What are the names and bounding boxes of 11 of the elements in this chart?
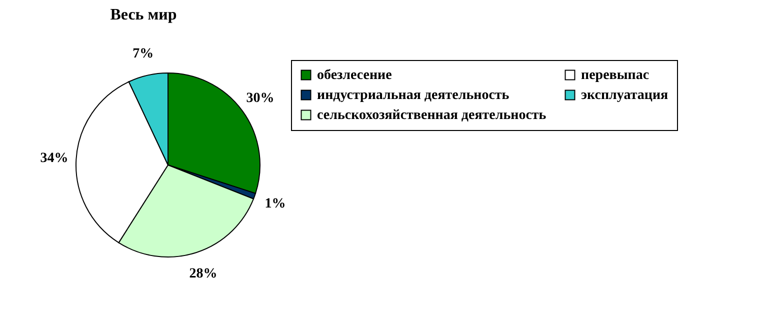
- legend-label: сельскохозяйственная деятельность: [317, 108, 547, 123]
- data-label: 7%: [132, 46, 154, 62]
- legend-label: эксплуатация: [581, 88, 669, 103]
- data-label: 30%: [246, 90, 274, 106]
- chart-title: Весь мир: [110, 6, 177, 24]
- legend-label: индустриальная деятельность: [317, 88, 510, 103]
- legend-label: перевыпас: [581, 68, 650, 83]
- data-label: 34%: [40, 150, 68, 166]
- data-label: 28%: [189, 266, 218, 282]
- data-label: 1%: [264, 196, 286, 212]
- legend-label: обезлесение: [317, 68, 392, 83]
